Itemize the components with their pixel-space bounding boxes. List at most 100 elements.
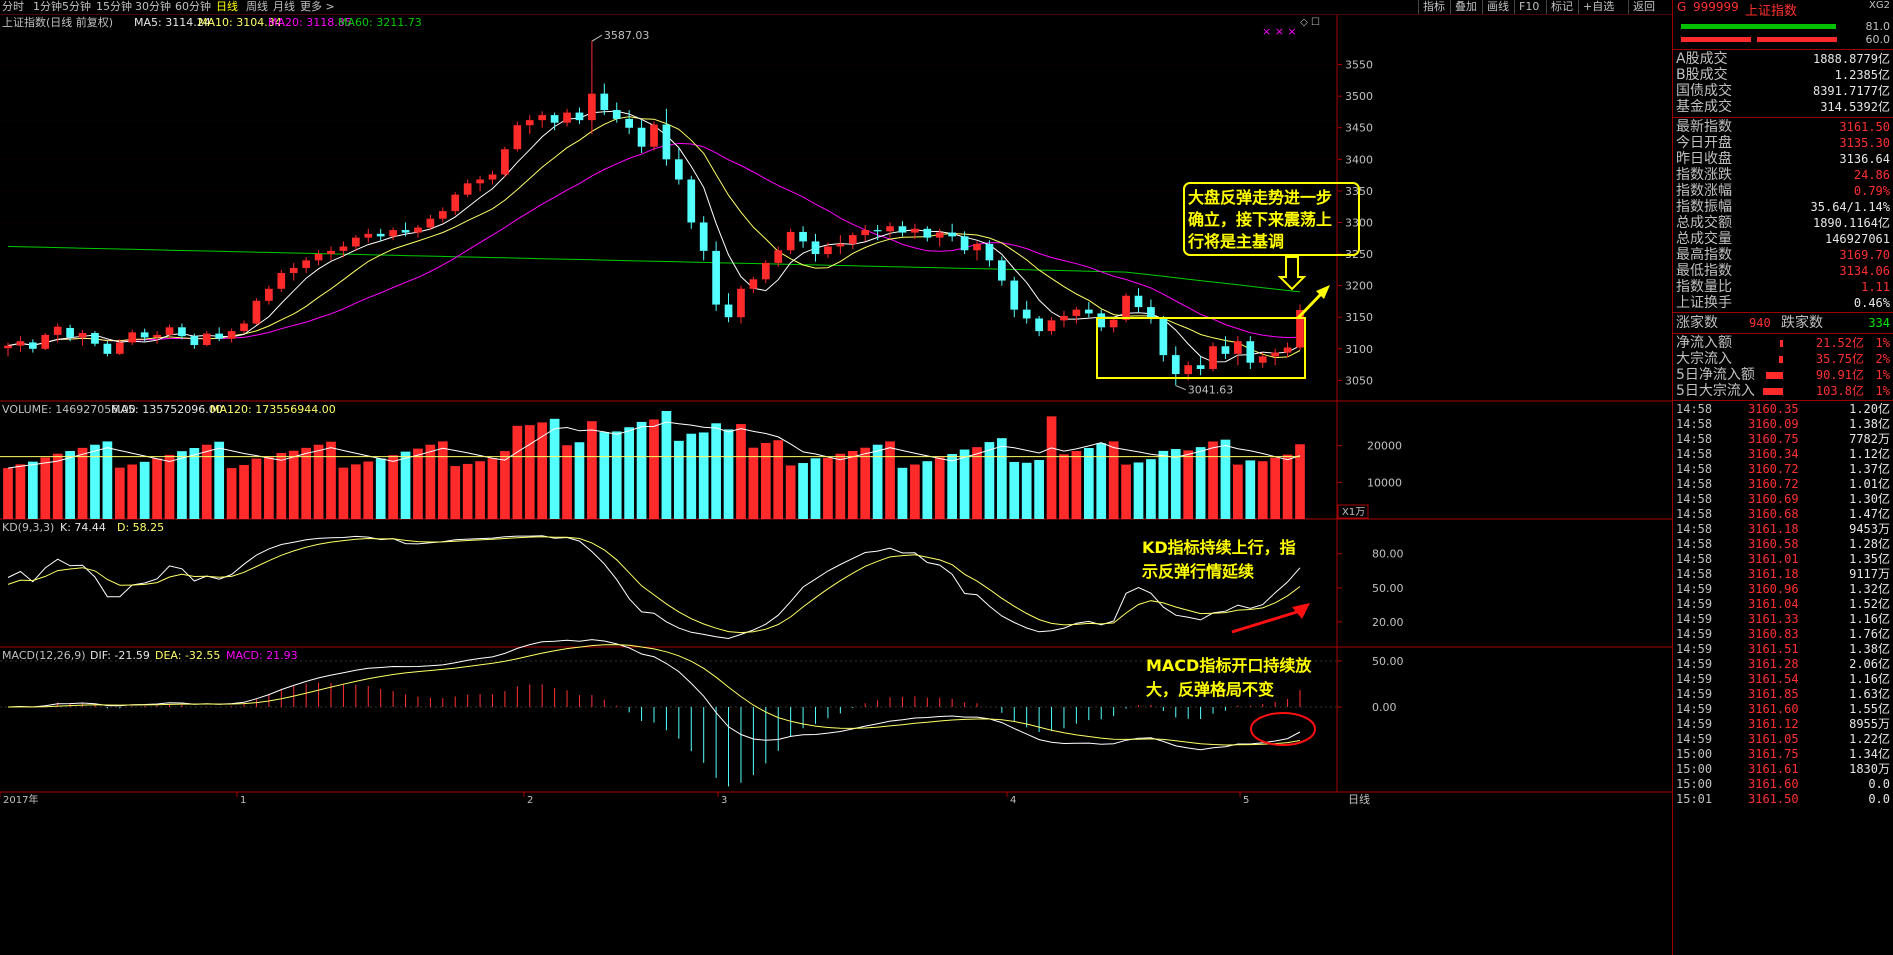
- index-name: 上证指数: [1745, 4, 1798, 19]
- timeframe-tab[interactable]: 1分钟: [33, 0, 62, 13]
- tick-row: 15:00 3161.60 0.0: [1673, 777, 1893, 792]
- timeframe-tab[interactable]: 分时: [2, 0, 24, 13]
- quote-label: 指数涨跌: [1676, 167, 1732, 183]
- volume-bar-down: [1146, 459, 1156, 519]
- up-ratio-bar: [1681, 24, 1836, 29]
- flow-label: 5日净流入额: [1676, 367, 1755, 383]
- down-ratio-bar-2: [1757, 37, 1837, 42]
- toolbar-button[interactable]: 叠加: [1450, 0, 1481, 14]
- quote-label: 指数量比: [1676, 279, 1732, 295]
- candle-up: [327, 250, 335, 255]
- volume-bar-down: [922, 461, 933, 519]
- x-axis-period-label: 日线: [1348, 792, 1370, 806]
- candle-up: [488, 174, 497, 180]
- y-tick-label: 50.00: [1372, 582, 1404, 595]
- candle-down: [550, 115, 559, 123]
- candle-up: [165, 327, 174, 335]
- timeframe-tab[interactable]: 更多 >: [300, 0, 335, 13]
- tick-price: 3160.69: [1748, 492, 1799, 506]
- timeframe-tab[interactable]: 周线: [246, 0, 268, 13]
- volume-bar-up: [350, 464, 361, 519]
- tick-volume: 1.76亿: [1849, 627, 1890, 641]
- candle-down: [1246, 341, 1255, 363]
- y-tick-label: 3550: [1345, 59, 1373, 72]
- flow-label: 5日大宗流入: [1676, 383, 1755, 399]
- tick-price: 3160.09: [1748, 417, 1799, 431]
- candle-up: [128, 332, 137, 343]
- volume-bar-up: [450, 466, 461, 519]
- separator: [1673, 312, 1893, 313]
- toolbar-button[interactable]: F10: [1514, 0, 1543, 14]
- tick-time: 14:59: [1676, 597, 1713, 611]
- candle-up: [774, 250, 783, 263]
- volume-bar-down: [1021, 462, 1032, 519]
- timeframe-tab[interactable]: 15分钟: [96, 0, 132, 13]
- flow-label: 大宗流入: [1676, 351, 1732, 367]
- stat-label: 国债成交: [1676, 83, 1732, 99]
- toolbar-button[interactable]: 标记: [1546, 0, 1577, 14]
- timeframe-tab[interactable]: 月线: [273, 0, 295, 13]
- tick-row: 14:58 3160.68 1.47亿: [1673, 507, 1893, 522]
- tick-volume: 1.20亿: [1849, 402, 1890, 416]
- volume-bar-up: [425, 444, 436, 519]
- volume-ma5-legend: MA5: 135752096.00: [111, 403, 223, 416]
- flow-value: 90.91亿: [1815, 368, 1864, 382]
- volume-bar-up: [388, 455, 398, 519]
- tick-time: 14:59: [1676, 612, 1713, 626]
- tick-price: 3161.60: [1748, 777, 1799, 791]
- ma60-line: [7, 246, 1301, 293]
- candle-up: [451, 194, 460, 212]
- timeframe-tab[interactable]: 30分钟: [135, 0, 171, 13]
- tick-price: 3161.54: [1748, 672, 1799, 686]
- volume-bar-down: [897, 467, 908, 519]
- toolbar-button[interactable]: +自选: [1578, 0, 1618, 14]
- volume-bar-up: [226, 468, 237, 519]
- volume-ma5-line: [7, 421, 1301, 469]
- tick-volume: 1830万: [1849, 762, 1890, 776]
- volume-bar-down: [549, 418, 560, 519]
- tick-time: 14:59: [1676, 582, 1713, 596]
- candle-up: [1184, 365, 1193, 375]
- volume-bar-down: [1158, 450, 1169, 519]
- quote-label: 昨日收盘: [1676, 151, 1732, 167]
- volume-bar-up: [823, 457, 833, 519]
- candle-up: [501, 149, 509, 175]
- header-tag[interactable]: XG2: [1869, 0, 1890, 11]
- timeframe-tab[interactable]: 5分钟: [62, 0, 91, 13]
- tick-time: 14:58: [1676, 477, 1713, 491]
- chart-area[interactable]: 3550350034503400335033003250320031503100…: [0, 15, 1672, 955]
- timeframe-tab[interactable]: 60分钟: [175, 0, 211, 13]
- quote-value: 3169.70: [1839, 248, 1890, 262]
- tick-row: 14:58 3161.18 9117万: [1673, 567, 1893, 582]
- x-tick-label: 1: [240, 795, 246, 806]
- tick-time: 15:00: [1676, 777, 1713, 791]
- toolbar-button[interactable]: 指标: [1418, 0, 1449, 14]
- quote-value: 3135.30: [1839, 136, 1890, 150]
- stat-label: 基金成交: [1676, 99, 1732, 115]
- candle-up: [513, 125, 522, 150]
- tick-price: 3161.60: [1748, 702, 1799, 716]
- toolbar-button[interactable]: 画线: [1482, 0, 1513, 14]
- volume-bar-up: [1121, 464, 1131, 519]
- stat-row: B股成交 1.2385亿: [1673, 67, 1893, 83]
- tick-time: 14:59: [1676, 672, 1713, 686]
- tick-row: 15:00 3161.75 1.34亿: [1673, 747, 1893, 762]
- candle-up: [265, 288, 273, 301]
- candle-down: [948, 232, 957, 237]
- macd-legend: MACD(12,26,9): [2, 649, 86, 662]
- candle-down: [811, 241, 820, 255]
- candle-up: [153, 334, 161, 338]
- toolbar-button[interactable]: 返回: [1628, 0, 1659, 14]
- kline-title: 上证指数(日线 前复权): [2, 15, 113, 29]
- volume-bar-up: [1257, 461, 1268, 519]
- volume-bar-down: [1096, 443, 1107, 519]
- tick-row: 14:59 3160.83 1.76亿: [1673, 627, 1893, 642]
- tick-time: 14:58: [1676, 447, 1713, 461]
- tick-price: 3161.33: [1748, 612, 1799, 626]
- volume-bar-up: [1183, 450, 1194, 519]
- candle-up: [41, 334, 50, 349]
- macd-dea-legend: DEA: -32.55: [155, 649, 220, 662]
- timeframe-tab[interactable]: 日线: [216, 0, 238, 13]
- decliners-label: 跌家数: [1781, 315, 1823, 331]
- volume-bar-up: [251, 458, 262, 519]
